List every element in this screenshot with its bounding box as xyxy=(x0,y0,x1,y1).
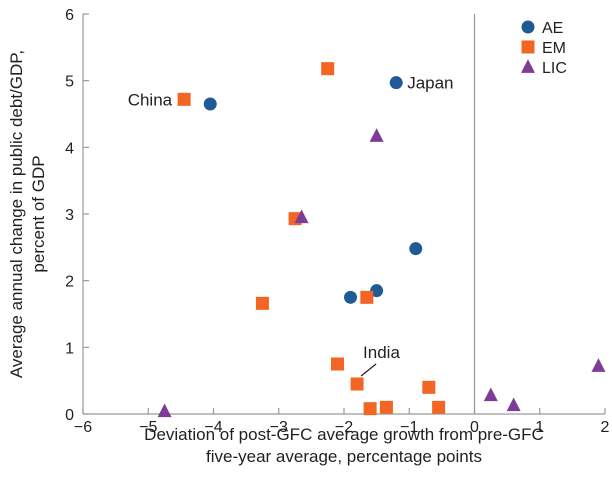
point-lic xyxy=(506,397,521,412)
legend-label-lic: LIC xyxy=(542,60,567,77)
point-em xyxy=(422,380,436,394)
x-axis-title: Deviation of post-GFC average growth fro… xyxy=(144,425,544,444)
annotations: China Japan India xyxy=(128,74,454,377)
point-lic xyxy=(591,358,606,372)
annotation-label: India xyxy=(363,343,400,362)
point-ae xyxy=(203,97,217,111)
data-points xyxy=(157,62,606,418)
point-ae xyxy=(344,290,358,304)
y-tick-label: 3 xyxy=(65,207,74,224)
point-em xyxy=(363,402,377,416)
point-em xyxy=(432,400,446,414)
y-axis-title: percent of GDP xyxy=(29,155,48,272)
legend-label-ae: AE xyxy=(542,20,563,37)
x-tick-label: 1 xyxy=(535,419,544,436)
y-tick-label: 6 xyxy=(65,7,74,24)
annotation-label: China xyxy=(128,90,173,109)
legend: AE EM LIC xyxy=(521,20,567,77)
annotation-leader xyxy=(360,363,377,377)
legend-marker-lic xyxy=(521,59,535,73)
point-lic xyxy=(294,209,309,224)
point-em xyxy=(360,290,374,304)
x-tick-label: −2 xyxy=(335,419,353,436)
point-em xyxy=(330,357,344,371)
y-axis-title: Average annual change in public debt/GDP… xyxy=(7,50,26,378)
point-lic xyxy=(483,387,498,402)
y-tick-label: 4 xyxy=(65,140,74,157)
x-tick-label: −1 xyxy=(400,419,418,436)
x-tick-label: 2 xyxy=(601,419,610,436)
x-tick-label: −4 xyxy=(204,419,222,436)
legend-marker-em xyxy=(521,40,535,54)
point-em xyxy=(379,400,393,414)
y-tick-label: 0 xyxy=(65,407,74,424)
x-tick-label: −5 xyxy=(139,419,157,436)
legend-label-em: EM xyxy=(542,40,566,57)
point-em xyxy=(350,377,364,391)
point-em xyxy=(321,62,335,76)
x-tick-label: −3 xyxy=(270,419,288,436)
y-tick-label: 5 xyxy=(65,74,74,91)
y-tick-label: 2 xyxy=(65,274,74,291)
point-ae xyxy=(389,76,403,90)
point-em xyxy=(177,92,191,106)
point-em xyxy=(255,296,269,310)
x-tick-label: −6 xyxy=(74,419,92,436)
axes: −6 −5 −4 −3 −2 −1 0 1 2 0 1 2 3 4 5 6 Deviation of post-… xyxy=(7,7,610,466)
point-lic xyxy=(157,403,172,418)
x-axis-title: five-year average, percentage points xyxy=(206,447,482,466)
x-tick-label: 0 xyxy=(470,419,479,436)
y-tick-label: 1 xyxy=(65,340,74,357)
legend-marker-ae xyxy=(521,20,535,34)
annotation-label: Japan xyxy=(407,74,453,93)
point-ae xyxy=(370,284,384,298)
point-ae xyxy=(409,242,423,256)
point-lic xyxy=(369,128,384,142)
